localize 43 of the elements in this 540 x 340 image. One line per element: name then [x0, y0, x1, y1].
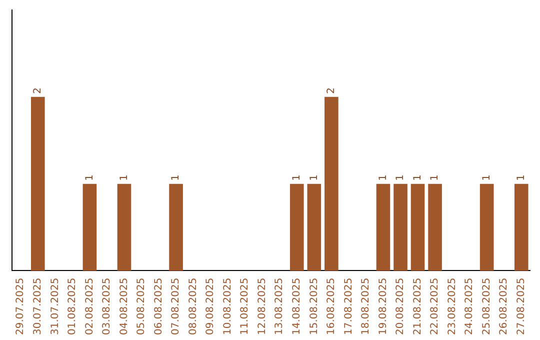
x-tick-label: 20.08.2025	[395, 278, 406, 336]
x-tick-label: 08.08.2025	[188, 278, 199, 336]
x-tick-label: 07.08.2025	[170, 278, 182, 336]
data-label: 2	[326, 88, 338, 94]
data-label: 1	[118, 174, 130, 181]
x-tick-label: 11.08.2025	[240, 278, 251, 336]
x-tick-label: 15.08.2025	[308, 278, 320, 336]
data-label: 1	[481, 174, 492, 181]
x-tick-label: 19.08.2025	[378, 278, 389, 336]
x-tick-label: 09.08.2025	[205, 278, 216, 336]
data-label: 1	[84, 174, 96, 181]
data-label: 1	[378, 174, 389, 181]
x-tick-label: 01.08.2025	[67, 278, 78, 336]
data-label: 1	[291, 174, 302, 181]
x-tick-label: 10.08.2025	[222, 278, 234, 336]
x-tick-label: 18.08.2025	[360, 278, 372, 336]
data-label: 1	[308, 174, 320, 181]
x-tick-label: 02.08.2025	[84, 278, 96, 336]
data-label: 1	[170, 174, 182, 181]
x-tick-label: 13.08.2025	[274, 278, 286, 336]
data-label: 2	[32, 88, 44, 94]
x-tick-label: 21.08.2025	[412, 278, 424, 336]
x-tick-label: 24.08.2025	[464, 278, 476, 336]
x-tick-label: 04.08.2025	[118, 278, 130, 336]
x-tick-label: 27.08.2025	[516, 278, 527, 336]
x-tick-label: 23.08.2025	[446, 278, 458, 336]
x-tick-label: 05.08.2025	[136, 278, 148, 336]
x-tick-label: 25.08.2025	[481, 278, 492, 336]
data-label: 1	[430, 174, 441, 181]
x-tick-label: 31.07.2025	[50, 278, 61, 336]
x-tick-label: 30.07.2025	[32, 278, 44, 336]
x-tick-label: 17.08.2025	[343, 278, 354, 336]
data-label: 1	[412, 174, 424, 181]
x-tick-label: 06.08.2025	[153, 278, 164, 336]
x-tick-label: 03.08.2025	[102, 278, 113, 336]
x-tick-label: 14.08.2025	[291, 278, 302, 336]
x-tick-label: 22.08.2025	[430, 278, 441, 336]
x-tick-label: 12.08.2025	[256, 278, 268, 336]
data-label: 1	[516, 174, 527, 181]
x-tick-label: 29.07.2025	[15, 278, 26, 336]
x-tick-label: 26.08.2025	[498, 278, 510, 336]
data-label: 1	[395, 174, 406, 181]
x-tick-label: 16.08.2025	[326, 278, 338, 336]
